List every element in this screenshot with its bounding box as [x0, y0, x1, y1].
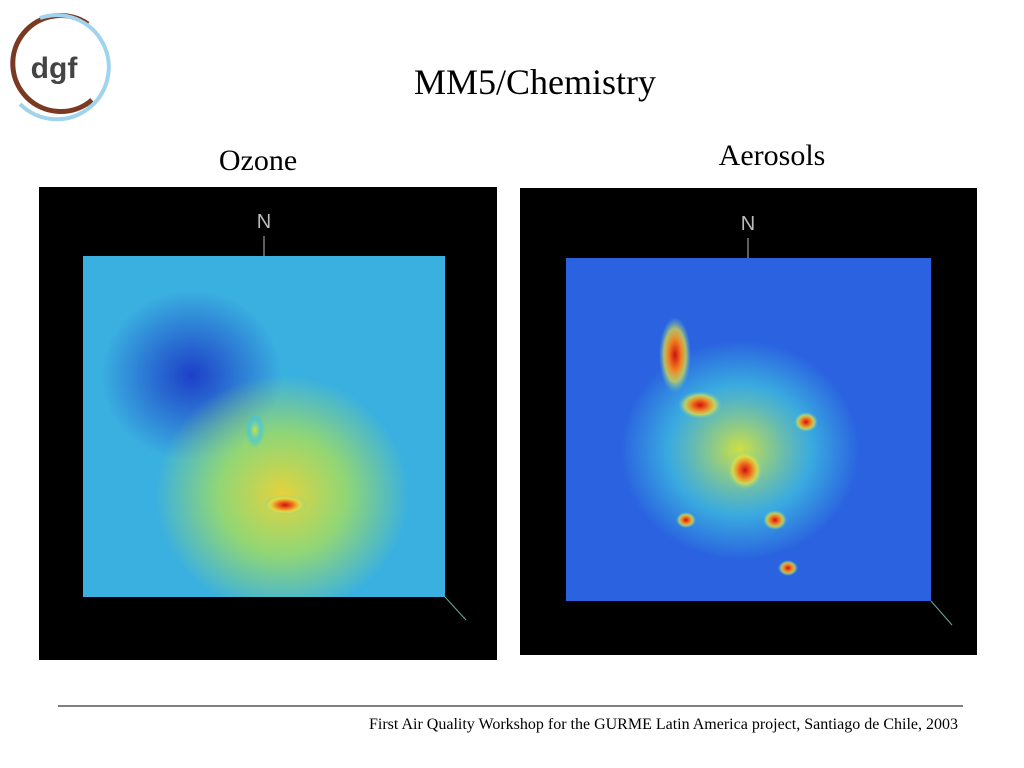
slide-title: MM5/Chemistry: [414, 62, 656, 102]
corner-mark: [444, 596, 467, 621]
map-shading: [263, 495, 307, 515]
map-shading: [620, 340, 860, 560]
logo: dgf: [10, 13, 111, 122]
map-shading: [763, 510, 787, 530]
map-shading: [659, 317, 691, 393]
map-shading: [245, 412, 265, 448]
map-shading: [676, 512, 696, 528]
logo-text: dgf: [31, 52, 79, 85]
north-label: N: [257, 211, 271, 233]
footer-text: First Air Quality Workshop for the GURME…: [369, 716, 958, 733]
map-shading: [794, 412, 818, 432]
map-shading: [678, 391, 722, 419]
map-shading: [727, 450, 763, 490]
ozone-map: N: [39, 187, 497, 660]
aerosols-map: N: [520, 188, 977, 655]
panel-label: Ozone: [219, 144, 297, 177]
panel-label: Aerosols: [719, 139, 826, 172]
logo-arc-outer: [18, 13, 111, 122]
corner-mark: [930, 600, 953, 626]
map-shading: [778, 560, 798, 576]
north-label: N: [741, 213, 755, 235]
